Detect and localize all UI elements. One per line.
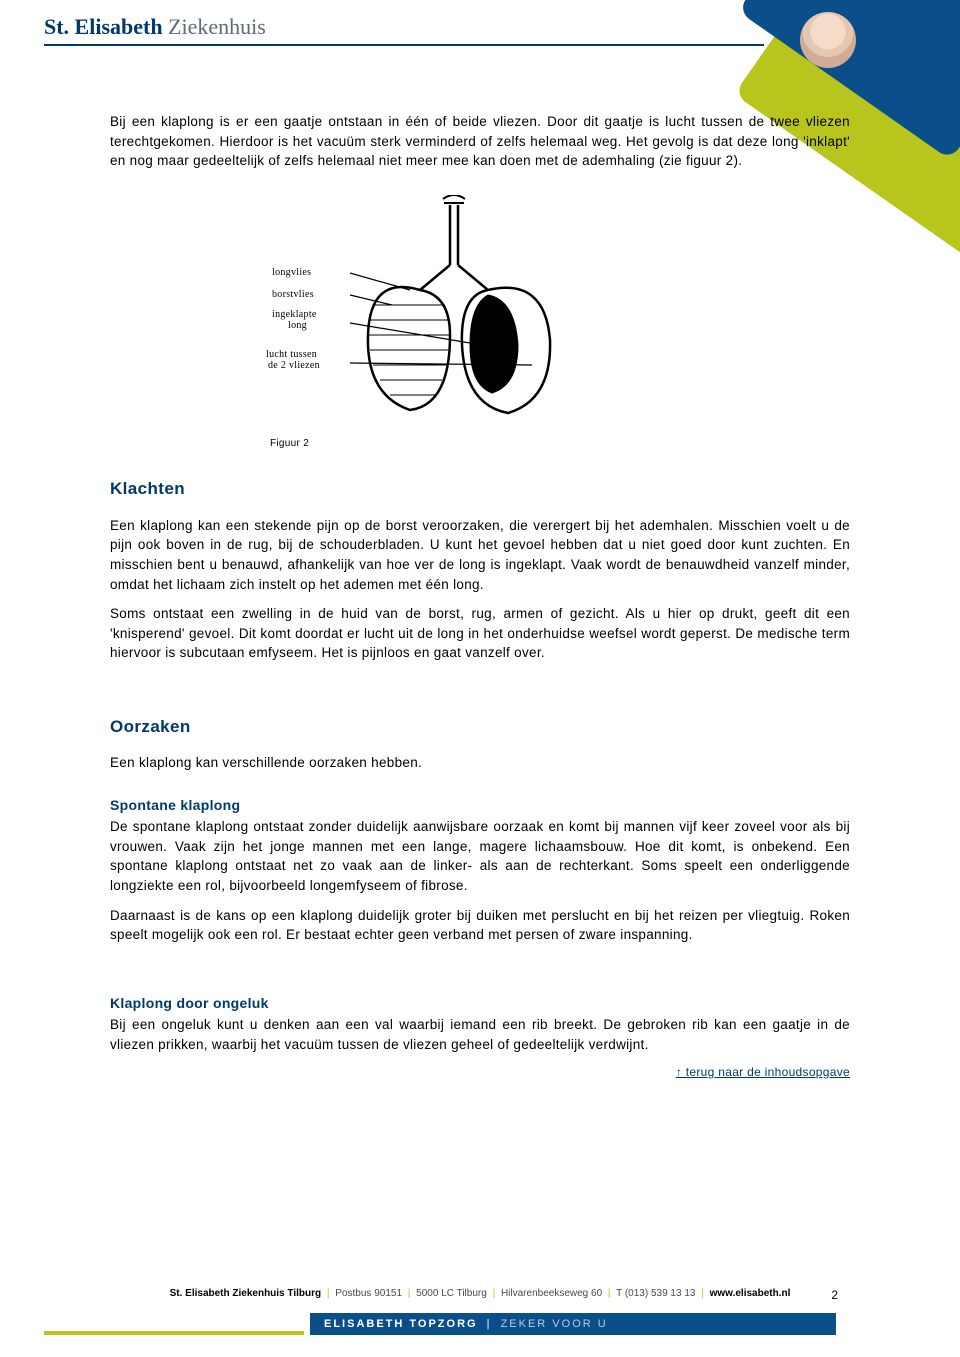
figure-caption: Figuur 2 bbox=[270, 437, 590, 452]
footer-city: 5000 LC Tilburg bbox=[416, 1288, 487, 1299]
label-lucht-2: de 2 vliezen bbox=[268, 360, 320, 371]
header-underline bbox=[44, 44, 764, 46]
label-ingeklapte-2: long bbox=[288, 320, 307, 331]
page-number: 2 bbox=[831, 1288, 838, 1302]
content-body: Bij een klaplong is er een gaatje ontsta… bbox=[110, 112, 850, 1081]
footer-address: St. Elisabeth Ziekenhuis Tilburg | Postb… bbox=[0, 1288, 960, 1299]
footer-tagline: ELISABETH TOPZORG | ZEKER VOOR U bbox=[310, 1313, 836, 1335]
heading-oorzaken: Oorzaken bbox=[110, 715, 850, 740]
intro-paragraph: Bij een klaplong is er een gaatje ontsta… bbox=[110, 112, 850, 171]
klachten-p1: Een klaplong kan een stekende pijn op de… bbox=[110, 516, 850, 594]
hospital-name-bold: St. Elisabeth bbox=[44, 14, 163, 39]
hospital-name: St. Elisabeth Ziekenhuis bbox=[44, 14, 960, 40]
figure-2: longvlies borstvlies ingeklapte long luc… bbox=[260, 195, 590, 452]
back-to-toc-link[interactable]: ↑ terug naar de inhoudsopgave bbox=[110, 1064, 850, 1081]
footer-phone: T (013) 539 13 13 bbox=[616, 1288, 695, 1299]
page: St. Elisabeth Ziekenhuis Bij een klaplon… bbox=[0, 0, 960, 1357]
footer-hospital-name: St. Elisabeth Ziekenhuis Tilburg bbox=[170, 1288, 322, 1299]
footer-accent-bar bbox=[44, 1331, 304, 1335]
heading-klachten: Klachten bbox=[110, 477, 850, 502]
spontane-p2: Daarnaast is de kans op een klaplong dui… bbox=[110, 906, 850, 945]
tagline-divider: | bbox=[483, 1318, 496, 1330]
tagline-part2: ZEKER VOOR U bbox=[501, 1318, 608, 1330]
label-lucht-1: lucht tussen bbox=[266, 349, 317, 360]
klachten-p2: Soms ontstaat een zwelling in de huid va… bbox=[110, 604, 850, 663]
footer-website: www.elisabeth.nl bbox=[710, 1288, 791, 1299]
spontane-p1: De spontane klaplong ontstaat zonder dui… bbox=[110, 817, 850, 895]
label-borstvlies: borstvlies bbox=[272, 289, 314, 300]
label-longvlies: longvlies bbox=[272, 267, 311, 278]
hospital-name-light: Ziekenhuis bbox=[163, 14, 266, 39]
oorzaken-intro: Een klaplong kan verschillende oorzaken … bbox=[110, 753, 850, 773]
footer-street: Hilvarenbeekseweg 60 bbox=[501, 1288, 602, 1299]
lung-diagram-icon: longvlies borstvlies ingeklapte long luc… bbox=[260, 195, 590, 425]
subheading-spontane: Spontane klaplong bbox=[110, 795, 850, 815]
ongeluk-p1: Bij een ongeluk kunt u denken aan een va… bbox=[110, 1015, 850, 1054]
label-ingeklapte-1: ingeklapte bbox=[272, 309, 317, 320]
subheading-ongeluk: Klaplong door ongeluk bbox=[110, 993, 850, 1013]
footer-postbus: Postbus 90151 bbox=[335, 1288, 402, 1299]
page-header: St. Elisabeth Ziekenhuis bbox=[44, 14, 960, 54]
tagline-part1: ELISABETH TOPZORG bbox=[324, 1318, 478, 1330]
